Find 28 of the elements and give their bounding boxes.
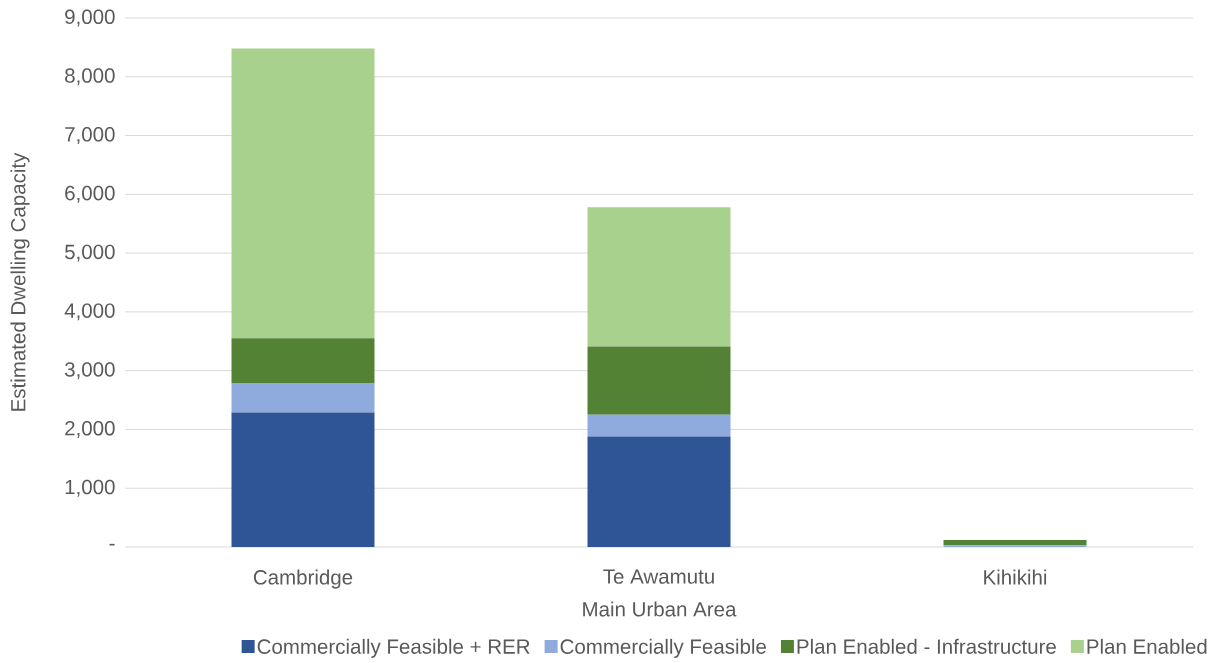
bar [587,207,731,347]
y-tick-label: - [109,543,115,546]
bar [231,412,375,547]
y-tick-label: 2,000 [65,420,115,438]
y-tick-label: 8,000 [65,68,115,86]
bar [587,436,731,547]
y-tick-label: 5,000 [65,244,115,262]
y-tick-label: 6,000 [65,185,115,203]
y-tick-label: 7,000 [65,127,115,145]
x-tick-label: Kihikihi [984,569,1047,585]
y-tick-label: 4,000 [64,303,115,321]
x-tick-label: Te Awamutu [603,569,714,584]
y-axis-title: Estimated Dwelling Capacity [10,152,30,411]
bar [587,414,731,437]
bar [231,338,375,384]
bar [943,539,1087,546]
y-tick-label: 9,000 [65,9,115,27]
y-tick-label: 1,000 [65,479,115,497]
bar [231,383,375,413]
legend-label: Plan Enabled [1087,638,1207,654]
legend-label: Commercially Feasible + RER [257,638,530,658]
legend-label: Commercially Feasible [560,638,766,658]
x-axis-title: Main Urban Area [583,601,737,617]
bar [231,48,375,339]
bar [587,346,731,415]
y-tick-label: 3,000 [64,362,115,380]
x-tick-label: Cambridge [253,569,353,589]
legend-label: Plan Enabled - Infrastructure [797,638,1056,654]
